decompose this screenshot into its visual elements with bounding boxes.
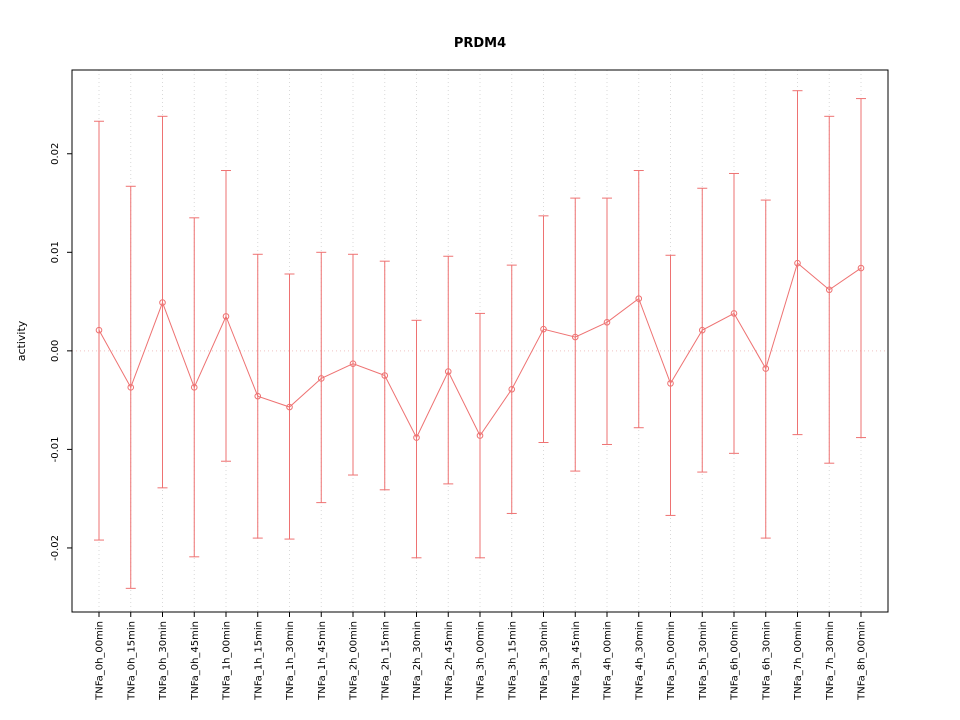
x-tick-label: TNFa_1h_00min — [222, 621, 233, 701]
axes-layer: -0.02 -0.01 0.00 0.01 0.02 TNFa_0h_00min TNFa_… — [50, 69, 889, 701]
data-point — [159, 299, 166, 306]
error-bar — [443, 255, 454, 485]
data-point — [571, 333, 579, 341]
data-point — [190, 384, 198, 391]
x-tick-label: TNFa_6h_30min — [761, 621, 772, 701]
data-point — [317, 375, 325, 382]
error-bar — [411, 319, 422, 559]
x-tick-label: TNFa_4h_30min — [634, 621, 645, 701]
data-point — [667, 380, 674, 387]
x-tick-label: TNFa_3h_15min — [507, 621, 518, 701]
x-tick-label: TNFa_1h_15min — [253, 621, 264, 701]
x-tick-label: TNFa_4h_00min — [603, 621, 614, 701]
data-point — [762, 365, 770, 372]
y-tick-label: 0.00 — [50, 340, 61, 362]
data-point — [635, 295, 643, 302]
x-tick-label: TNFa_5h_00min — [666, 621, 677, 701]
x-tick-label: TNFa_8h_00min — [857, 621, 868, 701]
data-point — [476, 432, 484, 439]
y-tick-label: -0.01 — [50, 436, 61, 462]
data-point — [254, 392, 262, 400]
x-tick-label: TNFa_2h_15min — [380, 621, 391, 701]
x-tick-label: TNFa_0h_30min — [158, 621, 169, 701]
x-tick-label: TNFa_3h_30min — [539, 621, 550, 701]
data-point — [127, 384, 135, 391]
y-tick-label: 0.02 — [50, 143, 61, 165]
error-bar — [348, 253, 358, 476]
y-axis-label: activity — [15, 320, 28, 361]
data-point — [603, 318, 611, 326]
data-point — [857, 264, 865, 272]
x-tick-label: TNFa_7h_00min — [793, 621, 804, 701]
x-tick-label: TNFa_3h_45min — [571, 621, 582, 701]
x-tick-label: TNFa_1h_30min — [285, 621, 296, 701]
series-layer — [94, 90, 866, 589]
x-tick-label: TNFa_0h_45min — [190, 621, 201, 701]
error-bar — [602, 197, 612, 445]
data-point — [540, 325, 547, 333]
data-point — [95, 326, 103, 334]
data-point — [794, 259, 801, 267]
chart-title: PRDM4 — [454, 36, 506, 51]
series-line — [98, 262, 862, 439]
x-tick-label: TNFa_2h_45min — [444, 621, 455, 701]
x-tick-label: TNFa_6h_00min — [730, 621, 741, 701]
data-point — [508, 385, 516, 393]
x-tick-label: TNFa_3h_00min — [476, 621, 487, 701]
y-tick-label: -0.02 — [50, 535, 61, 561]
data-point — [349, 360, 357, 367]
data-point — [444, 368, 452, 375]
x-tick-label: TNFa_2h_00min — [349, 621, 360, 701]
x-tick-label: TNFa_5h_30min — [698, 621, 709, 701]
error-bar — [316, 251, 327, 504]
x-tick-label: TNFa_0h_00min — [95, 621, 106, 701]
y-tick-label: 0.01 — [50, 241, 61, 263]
x-tick-label: TNFa_7h_30min — [825, 621, 836, 701]
x-tick-label: TNFa_1h_45min — [317, 621, 328, 701]
data-point — [730, 310, 738, 317]
data-point — [413, 434, 420, 441]
data-point — [286, 403, 293, 411]
data-point — [381, 372, 389, 379]
error-bar — [665, 254, 676, 516]
data-point — [825, 286, 833, 294]
x-tick-label: TNFa_0h_15min — [126, 621, 137, 701]
data-point — [698, 326, 706, 334]
data-point — [222, 313, 230, 320]
x-tick-label: TNFa_2h_30min — [412, 621, 423, 701]
